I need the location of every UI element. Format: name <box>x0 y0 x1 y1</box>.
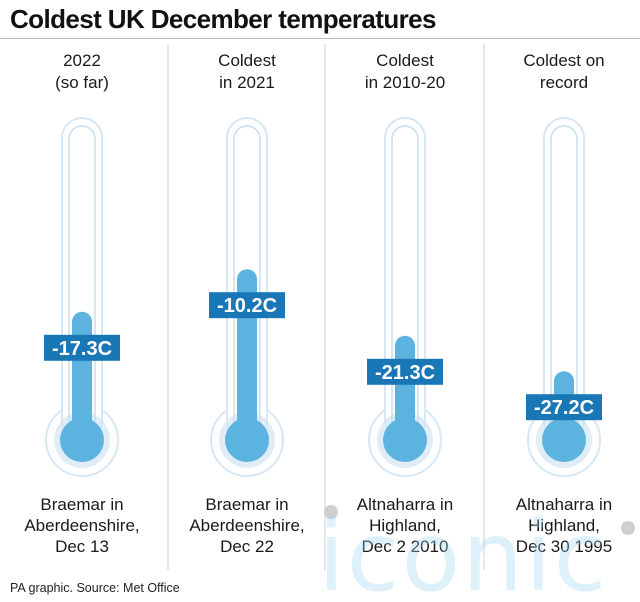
category-label: in 2021 <box>219 73 275 92</box>
location-label: Dec 2 2010 <box>362 537 449 556</box>
location-label: Highland, <box>528 516 600 535</box>
chart-title: Coldest UK December temperatures <box>10 4 436 34</box>
location-label: Dec 22 <box>220 537 274 556</box>
mercury-bulb <box>383 418 427 462</box>
category-label: record <box>540 73 588 92</box>
location-label: Highland, <box>369 516 441 535</box>
location-label: Aberdeenshire, <box>24 516 139 535</box>
value-label: -17.3C <box>52 338 112 360</box>
category-label: Coldest <box>218 51 276 70</box>
thermometer-1: -17.3C 2022 (so far) Braemar in Aberdeenshir… <box>24 51 139 556</box>
location-label: Aberdeenshire, <box>189 516 304 535</box>
source-note: PA graphic. Source: Met Office <box>10 581 180 595</box>
location-label: Dec 30 1995 <box>516 537 612 556</box>
title-divider <box>0 38 640 39</box>
mercury-bulb <box>225 418 269 462</box>
location-label: Altnaharra in <box>357 495 453 514</box>
thermometer-2: -10.2C Coldest in 2021 Braemar in Aberdeensh… <box>189 51 304 556</box>
value-label-box <box>44 334 120 361</box>
value-label: -10.2C <box>217 295 277 317</box>
thermometer-3: -21.3C Coldest in 2010-20 Altnaharra in High… <box>357 51 453 556</box>
thermometer-4: -27.2C Coldest on record Altnaharra in Highl… <box>516 51 612 556</box>
watermark-dot <box>324 505 338 519</box>
location-label: Altnaharra in <box>516 495 612 514</box>
mercury-bulb <box>60 418 104 462</box>
value-label-box <box>367 358 443 385</box>
category-label: 2022 <box>63 51 101 70</box>
category-label: (so far) <box>55 73 109 92</box>
category-label: Coldest on <box>523 51 604 70</box>
mercury-bulb <box>542 418 586 462</box>
location-label: Dec 13 <box>55 537 109 556</box>
value-label-box <box>209 292 285 319</box>
category-label: Coldest <box>376 51 434 70</box>
value-label: -27.2C <box>534 397 594 419</box>
location-label: Braemar in <box>205 495 288 514</box>
value-label-box <box>526 394 602 421</box>
watermark-dot <box>621 521 635 535</box>
location-label: Braemar in <box>40 495 123 514</box>
category-label: in 2010-20 <box>365 73 445 92</box>
value-label: -21.3C <box>375 362 435 384</box>
